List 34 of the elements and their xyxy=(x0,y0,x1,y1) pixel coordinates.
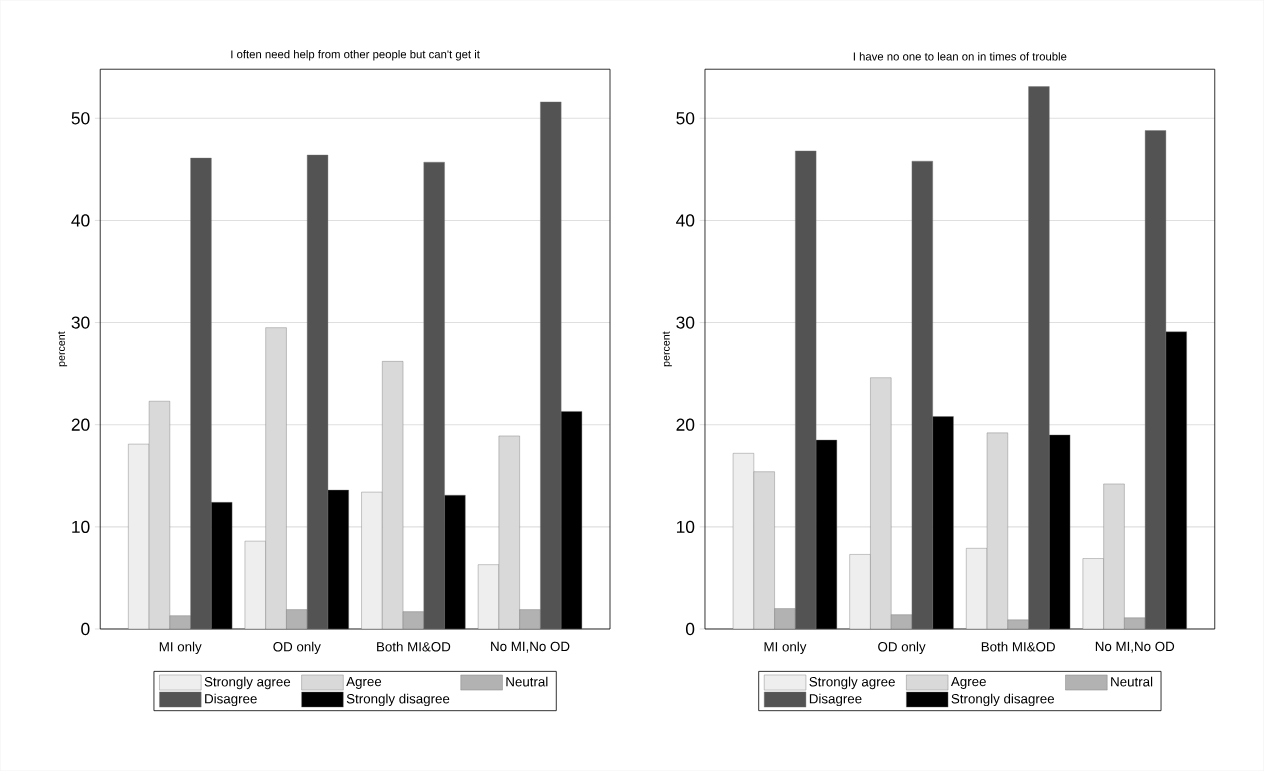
y-tick-label: 20 xyxy=(71,418,90,431)
y-axis-title: percent xyxy=(662,331,672,367)
x-tick-label: MI only xyxy=(159,641,202,655)
legend-label: Disagree xyxy=(809,693,862,707)
legend-label: Agree xyxy=(950,676,986,689)
y-axis-title: percent xyxy=(57,331,68,367)
y-tick-label: 10 xyxy=(72,520,90,533)
y-tick-label: 40 xyxy=(676,214,695,227)
legend-label: Agree xyxy=(346,676,382,689)
y-tick-label: 30 xyxy=(71,316,90,329)
y-tick-label: 20 xyxy=(676,418,695,431)
x-tick-label: Both MI&OD xyxy=(981,641,1055,652)
y-tick-label: 50 xyxy=(71,112,90,125)
chart-title: I often need help from other people but can't get it xyxy=(231,49,480,61)
legend-label: Disagree xyxy=(205,693,257,707)
legend-label: Neutral xyxy=(506,676,548,687)
x-tick-label: No MI,No OD xyxy=(1095,641,1175,653)
y-tick-label: 10 xyxy=(676,520,695,533)
y-tick-label: 0 xyxy=(81,622,90,636)
x-tick-label: No MI,No OD xyxy=(491,641,570,653)
y-tick-label: 40 xyxy=(71,214,90,227)
y-tick-label: 50 xyxy=(676,112,695,125)
x-tick-label: OD only xyxy=(273,641,321,655)
legend-label: Neutral xyxy=(1111,676,1153,687)
x-tick-label: MI only xyxy=(764,641,807,655)
y-tick-label: 0 xyxy=(685,622,695,636)
legend-label: Strongly agree xyxy=(204,676,291,690)
y-tick-label: 30 xyxy=(676,316,695,329)
chart-title: I have no one to lean on in times of trouble xyxy=(853,52,1067,61)
x-tick-label: Both MI&OD xyxy=(377,641,451,652)
legend-label: Strongly disagree xyxy=(951,693,1055,707)
x-tick-label: OD only xyxy=(878,641,926,655)
legend-label: Strongly disagree xyxy=(346,693,450,707)
legend-label: Strongly agree xyxy=(809,676,895,690)
